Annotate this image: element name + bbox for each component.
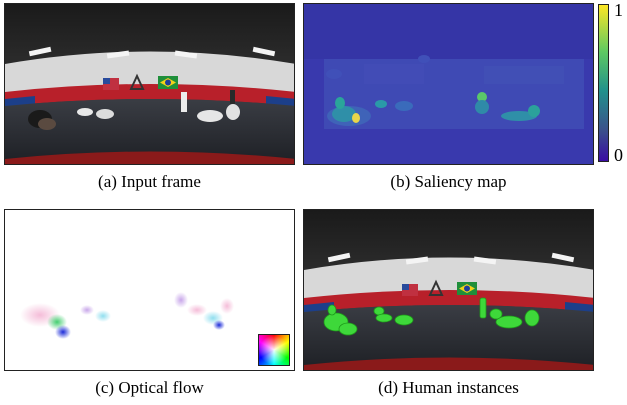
optical-flow-image	[20, 292, 234, 339]
colorbar	[598, 4, 609, 162]
human-instances-image	[304, 210, 593, 370]
saliency-heatmap	[304, 4, 593, 164]
caption-human-instances: (d) Human instances	[378, 378, 519, 397]
panel-optical-flow	[4, 209, 295, 371]
flow-color-wheel-icon	[258, 334, 290, 366]
caption-optical-flow: (c) Optical flow	[95, 378, 204, 397]
panel-human-instances	[303, 209, 594, 371]
input-frame-image	[5, 4, 294, 164]
colorbar-min-label: 0	[614, 145, 623, 165]
panel-saliency-map	[303, 3, 594, 165]
caption-saliency-map: (b) Saliency map	[390, 172, 507, 191]
colorbar-max-label: 1	[614, 0, 623, 20]
caption-input-frame: (a) Input frame	[98, 172, 201, 191]
panel-input-frame	[4, 3, 295, 165]
